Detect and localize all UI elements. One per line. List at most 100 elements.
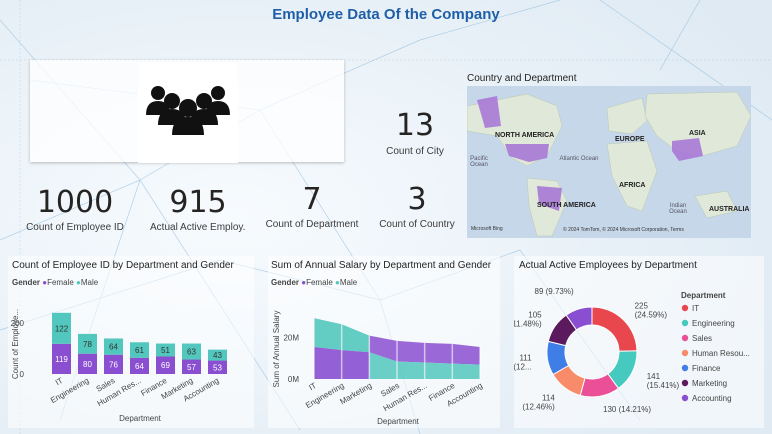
map-ocean-indian: Indian Ocean [669, 203, 687, 215]
map-ocean-pacific: Pacific Ocean [470, 156, 488, 168]
donut-legend-marker [681, 379, 689, 387]
bar-value-label: 119 [55, 355, 68, 364]
donut-data-label: (12... [514, 363, 532, 372]
bar-xlabel: Department [119, 414, 162, 423]
bar-value-label: 61 [135, 346, 144, 355]
bar-female [78, 353, 97, 374]
bar-male [208, 349, 227, 361]
area-legend-title: Gender [271, 278, 300, 287]
map-label-australia: AUSTRALIA [709, 206, 750, 213]
bar-value-label: 63 [187, 348, 196, 357]
area-legend-female: Female [306, 278, 333, 287]
map-ocean-atlantic: Atlantic Ocean [559, 156, 599, 162]
donut-data-label: 114 [542, 393, 555, 402]
bar-male [182, 343, 201, 360]
donut-slice [565, 306, 593, 331]
bar-female [156, 356, 175, 374]
map-copyright[interactable]: © 2024 TomTom, © 2024 Microsoft Corporat… [563, 227, 684, 233]
bar-male [78, 333, 97, 354]
bar-value-label: 57 [187, 363, 196, 372]
bar-value-label: 80 [83, 360, 92, 369]
donut-legend-marker [681, 394, 689, 402]
donut-chart-plot[interactable]: 225(24.59%)141(15.41%)130 (14.21%)114(12… [514, 274, 764, 428]
bar-chart-legend: Gender ●Female ●Male [12, 278, 99, 287]
bar-xtick: IT [54, 376, 65, 387]
bar-ytick: 0 [20, 370, 25, 379]
bar-value-label: 53 [213, 363, 222, 372]
donut-legend-label: Marketing [692, 379, 727, 388]
bar-female [130, 357, 149, 374]
donut-data-label: (11.48%) [514, 320, 542, 329]
map-shape-canada [477, 96, 501, 128]
bar-legend-male: Male [80, 278, 99, 287]
donut-data-label: 130 (14.21%) [603, 405, 651, 414]
kpi-employees-label: Count of Employee ID [26, 222, 124, 233]
donut-legend-marker [681, 304, 689, 312]
people-image-card [30, 60, 344, 163]
donut-legend-label: Human Resou... [692, 349, 750, 358]
bar-value-label: 43 [213, 351, 222, 360]
map-shape-brazil [537, 186, 562, 211]
donut-legend-marker [681, 349, 689, 357]
bar-value-label: 64 [135, 362, 144, 371]
donut-legend-marker [681, 319, 689, 327]
bar-male [156, 343, 175, 357]
donut-legend-marker [681, 364, 689, 372]
donut-chart-card: Actual Active Employees by Department 22… [514, 256, 764, 428]
map-shape-usa [505, 144, 549, 162]
bar-value-label: 78 [83, 340, 92, 349]
kpi-countries-value: 3 [407, 182, 427, 217]
area-xtick: IT [307, 381, 318, 392]
donut-legend-label: Sales [692, 334, 712, 343]
bar-male [130, 342, 149, 358]
donut-legend-title: Department [681, 291, 726, 300]
area-chart-legend: Gender ●Female ●Male [271, 278, 358, 287]
area-ylabel: Sum of Annual Salary [272, 311, 281, 388]
kpi-active-value: 915 [169, 185, 227, 220]
page-title: Employee Data Of the Company [272, 6, 500, 23]
donut-data-label: (24.59%) [635, 310, 668, 319]
world-map[interactable]: NORTH AMERICA EUROPE ASIA AFRICA SOUTH A… [467, 86, 751, 238]
kpi-employees-value: 1000 [36, 185, 114, 220]
bar-value-label: 122 [55, 324, 69, 333]
bar-value-label: 64 [109, 343, 118, 352]
donut-data-label: (12.46%) [522, 402, 555, 411]
bar-female [52, 343, 71, 374]
donut-legend-label: IT [692, 304, 699, 313]
map-label-africa: AFRICA [619, 182, 646, 189]
donut-legend-label: Accounting [692, 394, 732, 403]
donut-legend-label: Engineering [692, 319, 735, 328]
map-label-asia: ASIA [689, 130, 706, 137]
bar-female [104, 354, 123, 374]
bar-value-label: 69 [161, 361, 170, 370]
donut-data-label: (15.41%) [647, 381, 680, 390]
kpi-city-value: 13 [395, 108, 435, 143]
donut-data-label: 141 [647, 372, 661, 381]
bar-legend-female: Female [47, 278, 74, 287]
kpi-city-label: Count of City [386, 146, 444, 157]
bar-ytick: 200 [11, 319, 25, 328]
bar-legend-title: Gender [12, 278, 41, 287]
kpi-countries-label: Count of Country [379, 219, 455, 230]
donut-chart-title: Actual Active Employees by Department [519, 260, 697, 271]
bar-value-label: 51 [161, 346, 170, 355]
area-chart-card: Sum of Annual Salary by Department and G… [268, 256, 500, 428]
donut-legend-label: Finance [692, 364, 721, 373]
bar-female [182, 359, 201, 374]
map-shape-china [672, 138, 703, 161]
people-icon [138, 63, 238, 163]
map-label-north-america: NORTH AMERICA [495, 132, 555, 139]
donut-legend-marker [681, 334, 689, 342]
bar-ylabel: Count of Employe... [11, 309, 20, 379]
donut-slice [591, 306, 638, 352]
bar-chart-title: Count of Employee ID by Department and G… [12, 260, 234, 271]
bar-male [104, 338, 123, 355]
donut-data-label: 225 [635, 301, 649, 310]
area-xtick: Marketing [338, 381, 373, 406]
donut-data-label: 105 [528, 311, 542, 320]
map-bing-logo: Microsoft Bing [471, 226, 503, 232]
area-xlabel: Department [377, 417, 420, 426]
area-ytick: 0M [288, 375, 299, 384]
